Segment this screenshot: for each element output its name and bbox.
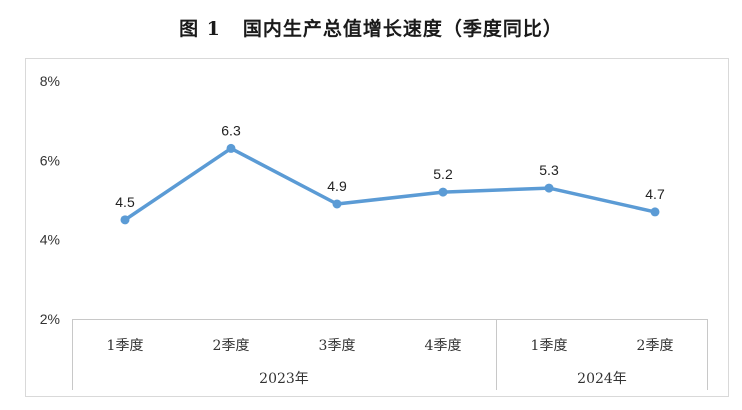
data-label: 6.3 (221, 122, 241, 138)
data-point (120, 215, 130, 225)
data-point (650, 207, 660, 217)
x-tick-label: 1季度 (107, 338, 144, 354)
data-label: 4.9 (327, 178, 347, 194)
y-tick-label: 4% (40, 232, 60, 248)
series-line (123, 146, 657, 222)
series-gdp-growth (120, 143, 660, 225)
chart-title: 图 1 国内生产总值增长速度（季度同比） (0, 14, 742, 41)
x-tick-label: 1季度 (531, 338, 568, 354)
y-tick-label: 8% (40, 73, 60, 89)
data-label: 5.3 (539, 162, 559, 178)
x-tick-label: 4季度 (425, 338, 462, 354)
x-group-label: 2023年 (259, 371, 309, 387)
figure-number: 图 1 (179, 18, 221, 40)
x-tick-label: 2季度 (637, 338, 674, 354)
data-label: 5.2 (433, 166, 453, 182)
data-label: 4.5 (115, 194, 135, 210)
data-label: 4.7 (645, 186, 665, 202)
x-tick-label: 3季度 (319, 338, 356, 354)
data-point (544, 183, 554, 193)
data-point (438, 187, 448, 197)
y-tick-label: 6% (40, 152, 60, 168)
plot-border (25, 58, 729, 397)
y-axis: 2% 4% 6% 8% (40, 73, 60, 327)
x-group-label: 2024年 (577, 371, 627, 387)
y-tick-label: 2% (40, 311, 60, 327)
data-point (332, 199, 342, 209)
x-tick-label: 2季度 (213, 338, 250, 354)
data-labels: 4.5 6.3 4.9 5.2 5.3 4.7 (115, 122, 665, 209)
x-axis: 1季度 2季度 3季度 4季度 1季度 2季度 2023年 2024年 (72, 319, 708, 390)
figure-title: 国内生产总值增长速度（季度同比） (242, 18, 563, 40)
data-point (226, 143, 236, 153)
